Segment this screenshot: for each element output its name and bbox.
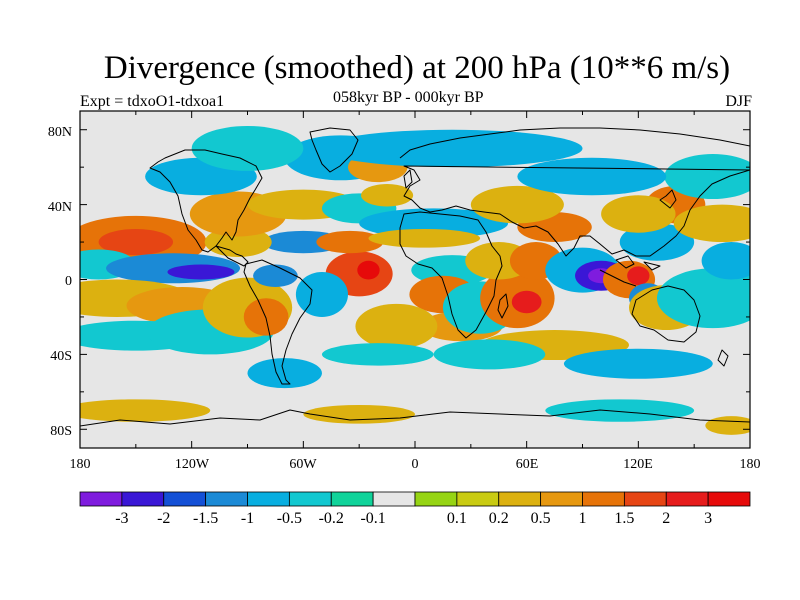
- lon-label-60e: 60E: [516, 457, 539, 472]
- lon-label-120e: 120E: [623, 457, 653, 472]
- colorbar-label: 1: [579, 510, 587, 527]
- coast-south-america: [243, 259, 313, 385]
- colorbar-labels: -3 -2 -1.5 -1 -0.5 -0.2 -0.1 0.1 0.2 0.5 1 1.5 2 3: [115, 510, 712, 527]
- colorbar-swatch-2: [121, 491, 165, 507]
- coast-greenland: [309, 127, 359, 173]
- colorbar-swatch-15: [665, 491, 709, 507]
- colorbar-swatch-8: [372, 491, 416, 507]
- divergence-region-51: [701, 242, 750, 280]
- colorbar-swatch-1: [79, 491, 123, 507]
- colorbar-swatch-11: [498, 491, 542, 507]
- colorbar-label: -0.5: [277, 510, 302, 527]
- colorbar-label: 1.5: [614, 510, 634, 527]
- coast-uk: [403, 169, 413, 189]
- lat-label-eq: 0: [65, 274, 72, 289]
- colorbar-swatch-16: [707, 491, 751, 507]
- divergence-region-14: [295, 272, 349, 317]
- divergence-region-63: [303, 404, 415, 424]
- colorbar-label: -1: [241, 510, 254, 527]
- coast-antarctica: [80, 409, 750, 427]
- divergence-region-29: [368, 228, 481, 248]
- plot-title: Divergence (smoothed) at 200 hPa (10**6 …: [103, 50, 731, 86]
- lat-label-40n: 40N: [48, 200, 72, 215]
- coastlines: [80, 127, 750, 427]
- divergence-field: [80, 125, 750, 435]
- lon-label-180w: 180: [70, 457, 91, 472]
- divergence-region-39: [470, 185, 564, 224]
- coast-new-zealand: [717, 349, 729, 367]
- divergence-region-27: [321, 129, 583, 168]
- axis-ticks: [79, 111, 751, 448]
- divergence-region-61: [80, 399, 211, 422]
- colorbar-swatch-5: [247, 491, 290, 507]
- coast-japan: [659, 189, 677, 209]
- divergence-region-52: [673, 204, 750, 243]
- colorbar-label: 0.5: [531, 510, 551, 527]
- coast-eurasia: [399, 127, 750, 257]
- divergence-region-62: [545, 399, 695, 422]
- divergence-region-56: [433, 339, 546, 370]
- lon-label-120w: 120W: [175, 457, 210, 472]
- colorbar: [79, 491, 751, 507]
- lat-label-80n: 80N: [48, 125, 72, 140]
- divergence-region-25: [361, 184, 414, 207]
- colorbar-label: -1.5: [193, 510, 218, 527]
- divergence-region-11: [243, 298, 289, 336]
- experiment-label: Expt = tdxoO1-tdxoa1: [80, 93, 225, 110]
- colorbar-swatch-14: [623, 491, 667, 507]
- divergence-region-44: [627, 266, 650, 286]
- coast-africa: [399, 211, 503, 339]
- divergence-region-35: [511, 290, 542, 314]
- plot-subtitle: 058kyr BP - 000kyr BP: [333, 89, 484, 106]
- coast-indonesia: [599, 255, 661, 287]
- colorbar-swatch-6: [288, 491, 332, 507]
- divergence-region-59: [247, 358, 322, 389]
- colorbar-swatch-10: [456, 491, 500, 507]
- colorbar-label: -0.2: [319, 510, 344, 527]
- season-label: DJF: [725, 93, 752, 110]
- colorbar-label: 0.2: [489, 510, 509, 527]
- map-area: [80, 111, 750, 448]
- colorbar-swatch-9: [414, 491, 458, 507]
- colorbar-label: 2: [662, 510, 670, 527]
- divergence-region-5: [167, 264, 235, 280]
- colorbar-swatch-12: [540, 491, 583, 507]
- colorbar-label: -0.1: [360, 510, 385, 527]
- lon-label-180e: 180: [740, 457, 761, 472]
- coast-madagascar: [497, 293, 509, 319]
- colorbar-label: -2: [157, 510, 170, 527]
- colorbar-swatch-13: [582, 491, 625, 507]
- divergence-region-50: [656, 268, 750, 329]
- divergence-region-53: [664, 154, 750, 199]
- divergence-region-17: [316, 230, 384, 254]
- divergence-region-54: [517, 157, 667, 196]
- divergence-region-60: [563, 348, 713, 379]
- lon-label-60w: 60W: [289, 457, 317, 472]
- divergence-region-26: [191, 125, 304, 171]
- divergence-region-57: [355, 303, 438, 349]
- lat-label-40s: 40S: [50, 349, 72, 364]
- coast-north-america: [149, 149, 263, 253]
- colorbar-swatch-7: [330, 491, 374, 507]
- colorbar-label: 0.1: [447, 510, 467, 527]
- colorbar-swatch-3: [163, 491, 207, 507]
- divergence-region-46: [619, 223, 695, 261]
- colorbar-label: -3: [115, 510, 128, 527]
- colorbar-swatch-4: [205, 491, 248, 507]
- divergence-region-13: [357, 260, 380, 280]
- colorbar-label: 3: [704, 510, 712, 527]
- latitude-axis: 80N 40N 0 40S 80S: [48, 125, 72, 439]
- lon-label-0: 0: [412, 457, 419, 472]
- divergence-region-15: [253, 264, 298, 287]
- divergence-region-58: [321, 343, 434, 366]
- divergence-region-48: [601, 195, 676, 233]
- longitude-axis: 180 120W 60W 0 60E 120E 180: [70, 457, 761, 472]
- lat-label-80s: 80S: [50, 424, 72, 439]
- divergence-region-2: [98, 228, 174, 256]
- coast-australia: [631, 285, 701, 343]
